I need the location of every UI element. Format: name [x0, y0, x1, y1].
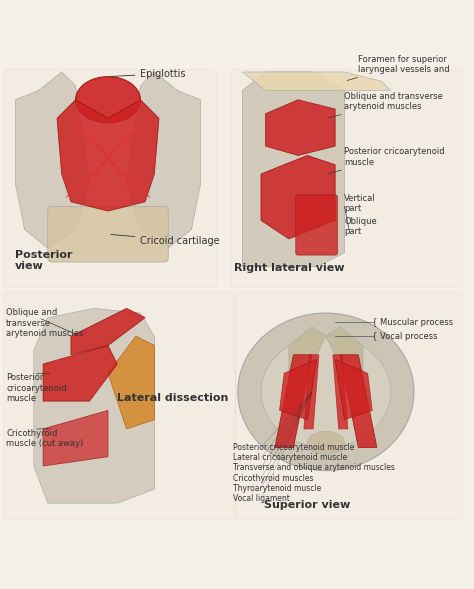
- Text: { Muscular process: { Muscular process: [372, 318, 453, 327]
- Polygon shape: [275, 355, 312, 448]
- Ellipse shape: [75, 77, 140, 123]
- FancyBboxPatch shape: [4, 292, 236, 519]
- Polygon shape: [127, 72, 201, 248]
- Polygon shape: [289, 327, 326, 373]
- Text: Right lateral view: Right lateral view: [234, 263, 344, 273]
- Polygon shape: [265, 100, 335, 155]
- Text: Lateral dissection: Lateral dissection: [117, 393, 228, 403]
- Ellipse shape: [307, 431, 345, 455]
- Text: Transverse and oblique arytenoid muscles: Transverse and oblique arytenoid muscles: [233, 464, 395, 472]
- Polygon shape: [242, 72, 345, 267]
- Ellipse shape: [261, 336, 391, 448]
- Ellipse shape: [238, 313, 414, 471]
- FancyBboxPatch shape: [48, 206, 168, 262]
- Text: Oblique and
transverse
arytenoid muscles: Oblique and transverse arytenoid muscles: [6, 309, 83, 338]
- FancyBboxPatch shape: [231, 70, 463, 287]
- Polygon shape: [280, 359, 317, 420]
- Polygon shape: [261, 155, 335, 239]
- Text: Vertical
part: Vertical part: [345, 194, 376, 213]
- Text: Posterior cricoarytenoid
muscle: Posterior cricoarytenoid muscle: [328, 147, 445, 173]
- Polygon shape: [15, 72, 90, 248]
- FancyBboxPatch shape: [296, 195, 337, 255]
- Polygon shape: [333, 355, 348, 429]
- Polygon shape: [34, 309, 155, 503]
- Polygon shape: [57, 100, 159, 211]
- Polygon shape: [43, 411, 108, 466]
- Text: { Vocal process: { Vocal process: [372, 332, 438, 340]
- Text: Foramen for superior
laryngeal vessels and: Foramen for superior laryngeal vessels a…: [347, 55, 450, 81]
- Polygon shape: [71, 309, 145, 355]
- Text: Thyroarytenoid muscle: Thyroarytenoid muscle: [233, 484, 321, 493]
- Polygon shape: [304, 355, 319, 429]
- Text: Epiglottis: Epiglottis: [111, 69, 186, 78]
- Polygon shape: [242, 72, 391, 91]
- Text: Oblique and transverse
arytenoid muscles: Oblique and transverse arytenoid muscles: [328, 92, 443, 118]
- Text: Posterior
view: Posterior view: [15, 250, 73, 272]
- FancyBboxPatch shape: [236, 292, 463, 519]
- Text: Superior view: Superior view: [264, 499, 350, 509]
- Text: Posterior
cricoarytenoid
muscle: Posterior cricoarytenoid muscle: [6, 373, 67, 403]
- Polygon shape: [108, 336, 155, 429]
- Text: Cricoid cartilage: Cricoid cartilage: [111, 234, 220, 246]
- Text: Vocal ligament: Vocal ligament: [233, 494, 290, 503]
- Text: Cricothyroid muscles: Cricothyroid muscles: [233, 474, 314, 482]
- Text: Lateral cricoarytenoid muscle: Lateral cricoarytenoid muscle: [233, 453, 347, 462]
- Polygon shape: [43, 346, 117, 401]
- Polygon shape: [326, 327, 363, 373]
- Text: Oblique
part: Oblique part: [345, 217, 377, 236]
- Text: Posterior cricoarytenoid muscle: Posterior cricoarytenoid muscle: [233, 443, 355, 452]
- Polygon shape: [335, 359, 372, 420]
- Polygon shape: [340, 355, 377, 448]
- Text: Cricothyroid
muscle (cut away): Cricothyroid muscle (cut away): [6, 429, 83, 448]
- FancyBboxPatch shape: [4, 70, 217, 287]
